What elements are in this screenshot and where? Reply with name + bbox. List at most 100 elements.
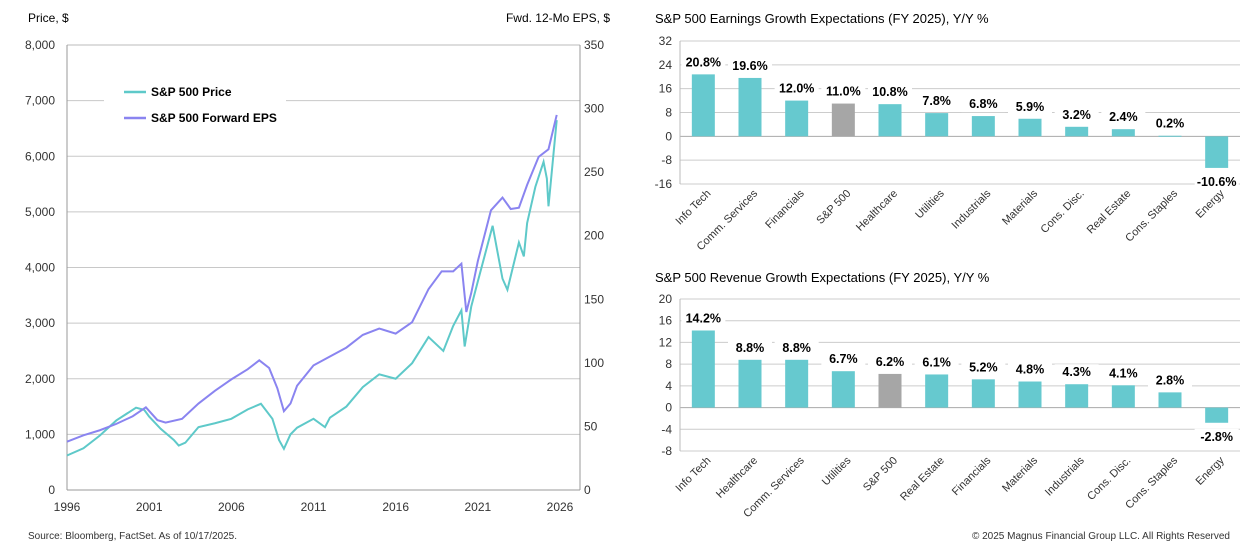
y-tick-label: 0 [665, 129, 672, 143]
data-label-bg [1008, 98, 1052, 115]
chart-title: S&P 500 Earnings Growth Expectations (FY… [655, 11, 989, 26]
x-tick-label: Financials [950, 454, 994, 498]
bar [1065, 384, 1089, 408]
bar [738, 359, 762, 408]
data-label: 11.0% [826, 85, 861, 99]
data-label-bg [821, 351, 866, 368]
bar [971, 116, 995, 137]
y-tick-label: 3,000 [25, 316, 55, 330]
data-label: 0.2% [1156, 117, 1185, 131]
data-label: -10.6% [1197, 175, 1237, 189]
y-tick-label: 24 [659, 58, 673, 72]
y-tick-label: 7,000 [25, 94, 55, 108]
data-label-bg [914, 93, 959, 110]
data-label: 20.8% [686, 55, 721, 69]
bar [785, 100, 809, 137]
data-label: 4.3% [1062, 365, 1091, 379]
legend-label: S&P 500 Price [151, 85, 232, 99]
y-tick-label: -8 [661, 153, 672, 167]
data-label-bg [821, 83, 866, 100]
data-label: 6.1% [922, 355, 951, 369]
data-label-bg [1101, 109, 1146, 126]
y-tick-label: 20 [659, 292, 673, 306]
y-tick-label: 5,000 [25, 205, 55, 219]
x-tick-label: Industrials [1043, 454, 1087, 498]
data-label-bg [961, 96, 1006, 113]
x-tick-label: Utilities [913, 187, 947, 221]
y-tick-label: 4,000 [25, 261, 55, 275]
bar [1205, 407, 1229, 423]
data-label-bg [1148, 372, 1192, 389]
y-tick-label: 8 [665, 357, 672, 371]
y-tick-label: 1,000 [25, 427, 55, 441]
bar [1158, 392, 1182, 408]
eps-line [66, 114, 558, 443]
data-label: 5.2% [969, 360, 998, 374]
bar [691, 330, 715, 408]
x-tick-label: 2006 [218, 500, 245, 514]
x-tick-label: Real Estate [1085, 188, 1134, 237]
data-label: 5.9% [1016, 100, 1045, 114]
bar [691, 74, 715, 137]
bar [925, 113, 949, 137]
data-label: 6.7% [829, 352, 858, 366]
bar [1065, 126, 1089, 137]
data-label: 6.8% [969, 97, 998, 111]
y-tick-label: -4 [661, 422, 672, 436]
price-line [66, 119, 558, 457]
x-tick-label: Financials [763, 187, 807, 231]
bar [1205, 136, 1229, 168]
y-tick-label: 16 [659, 314, 673, 328]
y-tick-label: -16 [655, 177, 673, 191]
bar [1018, 381, 1042, 408]
y-tick-label: 16 [659, 82, 673, 96]
data-label-bg [1054, 106, 1099, 123]
y-tick-label: 2,000 [25, 372, 55, 386]
x-tick-label: S&P 500 [861, 455, 900, 494]
bar [738, 77, 762, 137]
data-label: 2.4% [1109, 110, 1138, 124]
bar [925, 374, 949, 408]
y2-tick-label: 350 [584, 38, 604, 52]
bar [1111, 385, 1135, 408]
x-tick-label: Real Estate [898, 455, 947, 504]
data-label: 4.8% [1016, 363, 1045, 377]
y-axis-label: Price, $ [28, 11, 69, 25]
data-label-bg [1101, 365, 1146, 382]
y2-axis-label: Fwd. 12-Mo EPS, $ [506, 11, 610, 25]
data-label-bg [1054, 364, 1099, 381]
y2-tick-label: 100 [584, 356, 604, 370]
x-tick-label: 2026 [547, 500, 574, 514]
data-label: 19.6% [732, 59, 767, 73]
y-tick-label: 0 [48, 483, 55, 497]
data-label: 4.1% [1109, 366, 1138, 380]
data-label: 8.8% [736, 341, 765, 355]
x-tick-label: 2011 [301, 500, 327, 514]
x-tick-label: Industrials [950, 187, 994, 231]
data-label-bg [681, 310, 726, 327]
bar [1018, 118, 1042, 137]
data-label-bg [774, 339, 819, 356]
x-tick-label: Energy [1194, 187, 1227, 220]
x-tick-label: Healthcare [854, 188, 900, 234]
bar [831, 103, 855, 137]
y2-tick-label: 0 [584, 483, 591, 497]
data-label-bg [774, 80, 819, 97]
chart-title: S&P 500 Revenue Growth Expectations (FY … [655, 270, 990, 285]
data-label: 8.8% [782, 341, 811, 355]
y2-tick-label: 300 [584, 102, 604, 116]
x-tick-label: 1996 [54, 500, 81, 514]
y2-tick-label: 200 [584, 229, 604, 243]
bar [1111, 129, 1135, 137]
x-tick-label: Cons. Disc. [1039, 188, 1087, 236]
bar [1158, 135, 1182, 137]
data-label: 6.2% [876, 355, 905, 369]
data-label: -2.8% [1200, 430, 1233, 444]
data-label-bg [961, 359, 1006, 376]
y2-tick-label: 150 [584, 292, 604, 306]
y-tick-label: 0 [665, 401, 672, 415]
x-tick-label: Energy [1194, 454, 1227, 487]
data-label-bg [1008, 361, 1052, 378]
y-tick-label: 6,000 [25, 149, 55, 163]
